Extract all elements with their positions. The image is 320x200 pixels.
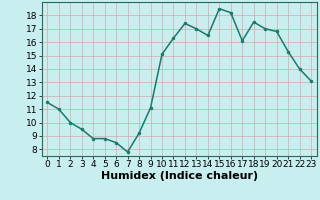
X-axis label: Humidex (Indice chaleur): Humidex (Indice chaleur) [100,171,258,181]
